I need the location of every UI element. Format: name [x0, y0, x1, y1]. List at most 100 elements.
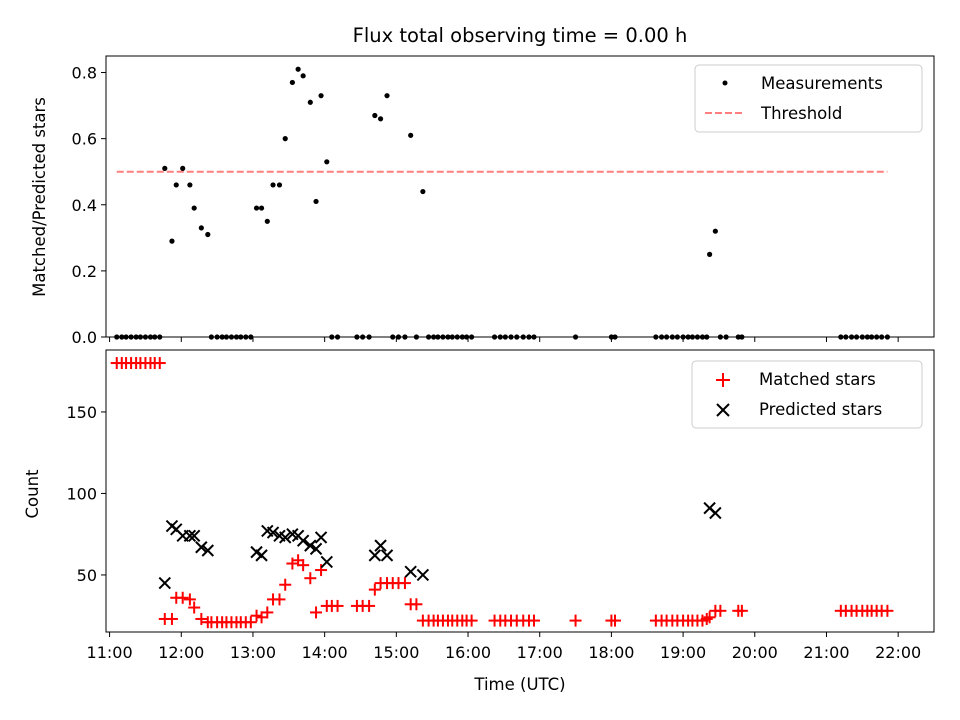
measurement-point: [289, 79, 295, 86]
predicted-star-point: [314, 531, 328, 544]
measurement-point: [162, 165, 168, 171]
matched-star-point: [153, 357, 166, 370]
legend-measurements-label: Measurements: [761, 74, 883, 93]
matched-star-point: [735, 604, 748, 617]
top-legend: Measurements Threshold: [694, 64, 923, 133]
matched-star-point: [569, 614, 582, 627]
measurement-point: [295, 66, 301, 72]
top-y-tick-label: 0.2: [72, 262, 97, 281]
predicted-star-point: [255, 549, 268, 562]
x-axis-label: Time (UTC): [473, 675, 565, 694]
measurement-point: [372, 112, 378, 119]
measurement-point: [173, 182, 179, 188]
measurement-point: [282, 136, 288, 142]
matched-star-point: [183, 593, 196, 606]
matched-star-point: [279, 578, 292, 591]
matched-star-point: [165, 612, 178, 625]
measurement-point: [377, 116, 384, 122]
x-tick-label: 11:00: [87, 643, 133, 662]
matched-star-point: [363, 599, 376, 612]
x-tick-label: 22:00: [875, 643, 921, 662]
matched-star-point: [297, 559, 310, 572]
measurement-point: [712, 228, 718, 234]
bottom-y-axis: 50 100 150: [66, 403, 106, 585]
measurement-point: [191, 205, 197, 211]
predicted-star-point: [195, 541, 208, 554]
legend-threshold-label: Threshold: [760, 104, 842, 123]
matched-star-point: [310, 606, 323, 619]
measurement-point: [169, 238, 175, 244]
matched-star-point: [244, 616, 257, 629]
measurement-point: [270, 182, 276, 188]
bottom-panel: Count Time (UTC) 50 100 150 11:00 12:00 13:0…: [23, 349, 935, 694]
top-axes-frame: [105, 55, 935, 338]
measurement-point: [420, 188, 426, 195]
x-tick-label: 13:00: [230, 643, 276, 662]
measurement-point: [408, 132, 414, 138]
predicted-star-point: [187, 529, 201, 543]
matched-star-point: [881, 604, 894, 617]
matched-star-point: [261, 606, 274, 619]
matched-star-point: [714, 604, 727, 617]
measurement-point: [707, 251, 713, 257]
matched-star-point: [700, 612, 713, 625]
bottom-axes-frame: [105, 349, 935, 633]
predicted-star-point: [309, 542, 323, 556]
x-tick-label: 16:00: [445, 643, 491, 662]
matched-star-point: [304, 572, 317, 585]
matched-star-point: [176, 591, 189, 604]
matched-star-point: [273, 593, 286, 606]
matched-star-point: [188, 601, 201, 614]
measurement-point: [307, 99, 313, 105]
matched-star-point: [331, 599, 344, 612]
bottom-y-tick-label: 100: [66, 484, 97, 503]
predicted-star-point: [296, 534, 310, 547]
bottom-legend: Matched stars Predicted stars: [691, 360, 923, 429]
matched-star-point: [410, 598, 423, 611]
x-tick-label: 20:00: [732, 643, 778, 662]
matched-star-point: [465, 614, 478, 627]
measurement-point: [187, 182, 193, 188]
matched-star-point: [250, 609, 263, 622]
measurement-point: [180, 165, 186, 171]
matched-star-point: [703, 611, 716, 624]
top-y-tick-label: 0.4: [72, 196, 97, 215]
predicted-star-point: [380, 549, 394, 562]
matched-star-point: [368, 583, 381, 596]
x-tick-label: 18:00: [588, 643, 634, 662]
predicted-star-point: [416, 568, 430, 582]
measurement-point: [384, 93, 390, 99]
predicted-star-point: [304, 539, 317, 552]
measurement-point: [318, 93, 324, 99]
x-tick-label: 14:00: [302, 643, 348, 662]
predicted-star-point: [266, 526, 280, 539]
measurement-point: [264, 218, 270, 224]
bottom-y-tick-label: 50: [77, 566, 97, 585]
bottom-x-axis: 11:00 12:00 13:00 14:00 15:00 16:00 17:00 18:00…: [87, 632, 921, 662]
top-panel: Flux total observing time = 0.00 h Match…: [30, 24, 935, 347]
matched-star-point: [608, 614, 621, 627]
measurement-point: [300, 73, 306, 79]
predicted-star-point: [279, 531, 292, 544]
top-y-tick-label: 0.0: [72, 328, 97, 347]
bottom-plot-area: [110, 357, 894, 629]
measurement-point: [198, 225, 204, 231]
top-y-axis: 0.0 0.2 0.4 0.6 0.8: [72, 64, 106, 347]
top-y-axis-label: Matched/Predicted stars: [30, 97, 49, 297]
matched-star-point: [195, 612, 208, 625]
legend-matched-marker: [716, 373, 730, 387]
top-y-tick-label: 0.6: [72, 130, 97, 149]
chart-title: Flux total observing time = 0.00 h: [353, 24, 688, 47]
x-tick-label: 15:00: [373, 643, 419, 662]
legend-measurements-marker: [722, 80, 728, 86]
measurement-point: [276, 182, 283, 188]
predicted-star-point: [368, 549, 382, 562]
top-x-axis: [109, 337, 899, 342]
x-tick-label: 12:00: [158, 643, 204, 662]
legend-predicted-label: Predicted stars: [759, 400, 882, 419]
predicted-star-point: [320, 555, 334, 569]
legend-matched-label: Matched stars: [759, 370, 876, 389]
matched-star-point: [315, 564, 328, 577]
predicted-star-point: [374, 539, 387, 552]
